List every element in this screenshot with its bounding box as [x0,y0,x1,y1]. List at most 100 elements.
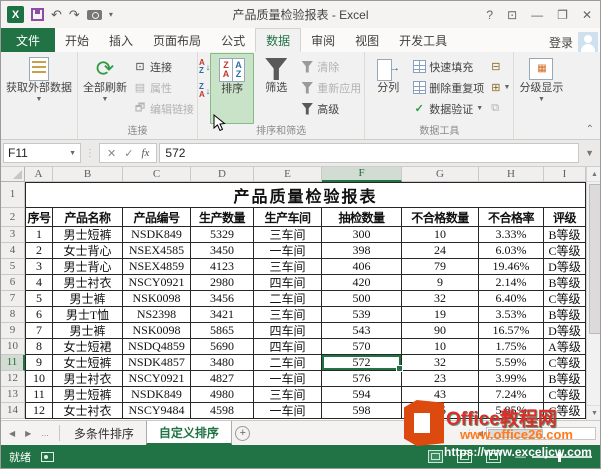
cell[interactable]: NSK0098 [123,323,191,339]
sheet-tab-多条件排序[interactable]: 多条件排序 [73,426,134,441]
scroll-up-icon[interactable]: ▲ [587,167,600,182]
row-header-6[interactable]: 6 [1,275,25,291]
cell[interactable]: NSDQ4859 [123,339,191,355]
cell[interactable]: 398 [322,243,402,259]
cell[interactable]: 1 [25,227,53,243]
horizontal-scroll-thumb[interactable] [488,428,543,438]
cell[interactable]: 4 [25,275,53,291]
edit-links-button[interactable]: 🗗 编辑链接 [131,98,196,119]
vertical-scroll-thumb[interactable] [588,184,600,334]
new-sheet-button[interactable]: + [232,421,254,445]
cell[interactable]: 5.85% [479,403,544,419]
cell[interactable]: 4123 [191,259,254,275]
properties-button[interactable]: ▤ 属性 [131,77,196,98]
cell[interactable]: 6.03% [479,243,544,259]
cell[interactable]: 594 [322,387,402,403]
cell[interactable]: 3.33% [479,227,544,243]
cell[interactable]: 1.75% [479,339,544,355]
cell[interactable]: 3421 [191,307,254,323]
cell[interactable]: 500 [322,291,402,307]
undo-icon[interactable]: ↶ [51,7,62,22]
tab-视图[interactable]: 视图 [355,33,380,48]
tab-开发工具[interactable]: 开发工具 [399,33,448,48]
sheet-prev-icon[interactable]: ◀ [9,428,16,438]
table-header-cell[interactable]: 不合格数量 [402,208,479,227]
tab-开始[interactable]: 开始 [65,33,90,48]
formula-bar-expand-icon[interactable]: ▼ [585,148,594,158]
row-header-2[interactable]: 2 [1,208,25,227]
selected-cell-F11[interactable]: 572 [322,355,403,372]
cell[interactable]: B等级 [544,227,586,243]
column-header-H[interactable]: H [479,167,544,182]
cell[interactable]: 三车间 [254,227,322,243]
cell[interactable]: 男士衬衣 [53,371,123,387]
cell[interactable]: 3450 [191,243,254,259]
cell[interactable]: 19 [402,307,479,323]
cell[interactable]: 16.57% [479,323,544,339]
data-validation-button[interactable]: ✓ 数据验证 ▼ [410,98,486,119]
cell[interactable]: 543 [322,323,402,339]
cell[interactable]: B等级 [544,371,586,387]
cell[interactable]: 女士衬衣 [53,403,123,419]
ribbon-display-options-button[interactable]: ⊡ [507,7,518,22]
cell[interactable]: 9 [25,355,53,371]
cell[interactable]: 43 [402,387,479,403]
cell[interactable]: 3.99% [479,371,544,387]
cell[interactable]: 4980 [191,387,254,403]
cell[interactable]: 35 [402,403,479,419]
reapply-button[interactable]: 重新应用 [298,77,363,98]
what-if-analysis-button[interactable]: ⊞ ▼ [489,77,512,98]
cell[interactable]: 79 [402,259,479,275]
cell[interactable]: NS2398 [123,307,191,323]
column-header-F[interactable]: F [322,167,402,182]
cell[interactable]: 四车间 [254,275,322,291]
row-header-10[interactable]: 10 [1,339,25,355]
cell[interactable]: 3480 [191,355,254,371]
cell[interactable]: 女士短裙 [53,339,123,355]
sort-ascending-button[interactable]: A Z ↓ [199,58,211,75]
cell[interactable]: 男士T恤 [53,307,123,323]
camera-icon[interactable] [86,9,102,20]
table-header-cell[interactable]: 不合格率 [479,208,544,227]
cell[interactable]: 5 [25,291,53,307]
table-header-cell[interactable]: 抽检数量 [322,208,402,227]
cell[interactable]: 23 [402,371,479,387]
enter-icon[interactable]: ✓ [124,147,134,160]
cell[interactable]: 6 [25,307,53,323]
cell[interactable]: 300 [322,227,402,243]
scroll-left-icon[interactable]: ◀ [476,428,483,438]
cancel-icon[interactable]: ✕ [107,147,117,160]
sort-descending-button[interactable]: Z A ↓ [199,82,211,99]
cell[interactable]: 四车间 [254,339,322,355]
cell[interactable]: 24 [402,243,479,259]
cell[interactable]: 2 [25,243,53,259]
cell[interactable]: C等级 [544,291,586,307]
normal-view-icon[interactable] [428,450,443,463]
zoom-out-icon[interactable]: — [515,450,526,463]
cell[interactable]: NSCY9484 [123,403,191,419]
cell[interactable]: NSDK849 [123,227,191,243]
collapse-ribbon-icon[interactable]: ⌃ [585,124,594,135]
sheet-next-icon[interactable]: ▶ [25,428,32,438]
cell[interactable]: 4827 [191,371,254,387]
row-header-13[interactable]: 13 [1,387,25,403]
table-header-cell[interactable]: 生产车间 [254,208,322,227]
table-header-cell[interactable]: 评级 [544,208,586,227]
cell[interactable]: 三车间 [254,307,322,323]
row-header-4[interactable]: 4 [1,243,25,259]
sheet-tab-自定义排序[interactable]: 自定义排序 [145,421,232,445]
consolidate-button[interactable]: ⊟ [489,56,512,77]
tab-数据[interactable]: 数据 [255,28,302,52]
cell[interactable]: 2.14% [479,275,544,291]
cell[interactable]: C等级 [544,387,586,403]
connections-button[interactable]: ⊡ 连接 [131,56,196,77]
cell[interactable]: NSK0098 [123,291,191,307]
cell[interactable]: NSEX4859 [123,259,191,275]
cell[interactable]: 3 [25,259,53,275]
tab-审阅[interactable]: 审阅 [311,33,336,48]
cell[interactable]: 420 [322,275,402,291]
cell[interactable]: 32 [402,291,479,307]
column-header-C[interactable]: C [123,167,191,182]
table-header-cell[interactable]: 产品名称 [53,208,123,227]
cell[interactable]: 女士背心 [53,243,123,259]
